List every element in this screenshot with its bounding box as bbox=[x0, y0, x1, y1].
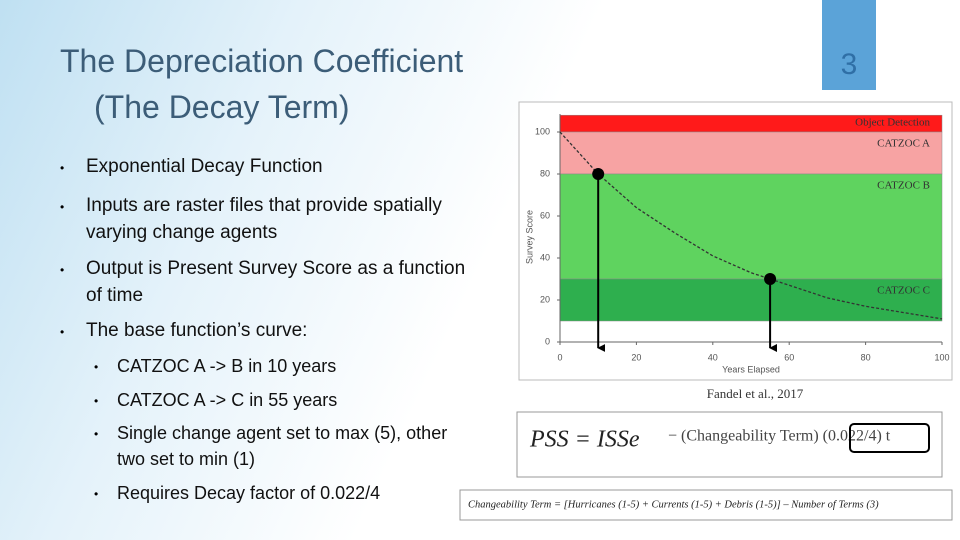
formula-box bbox=[516, 411, 943, 478]
marker-point bbox=[764, 273, 777, 285]
citation: Fandel et al., 2017 bbox=[707, 386, 804, 401]
y-axis-label: Survey Score bbox=[524, 210, 534, 264]
band-label: Object Detection bbox=[855, 117, 930, 129]
x-tick-label: 0 bbox=[557, 352, 562, 362]
page-number: 3 bbox=[840, 48, 858, 81]
bullet-dot: • bbox=[60, 325, 65, 339]
bullet-dot: • bbox=[94, 487, 99, 501]
y-tick-label: 0 bbox=[545, 336, 550, 346]
bullet: Exponential Decay Function bbox=[86, 156, 323, 177]
x-tick-label: 40 bbox=[708, 352, 718, 362]
title: (The Decay Term) bbox=[94, 89, 350, 125]
band bbox=[559, 278, 943, 322]
y-tick-label: 100 bbox=[535, 126, 550, 136]
y-tick-label: 60 bbox=[540, 210, 550, 220]
x-tick-label: 60 bbox=[784, 352, 794, 362]
bullet-dot: • bbox=[60, 263, 65, 277]
sub-bullet: Single change agent set to max (5), othe… bbox=[117, 423, 448, 469]
marker-point bbox=[592, 168, 605, 180]
bullet-dot: • bbox=[94, 360, 99, 374]
sub-bullet: CATZOC A -> C in 55 years bbox=[117, 390, 338, 410]
band bbox=[559, 131, 943, 175]
sub-bullet: Requires Decay factor of 0.022/4 bbox=[117, 483, 381, 503]
band-label: CATZOC B bbox=[877, 180, 930, 192]
formula-exponent: − (Changeability Term) (0.022/4) t bbox=[668, 428, 891, 445]
definition: Changeability Term = [Hurricanes (1-5) +… bbox=[468, 499, 879, 510]
bullet-dot: • bbox=[60, 161, 65, 175]
x-tick-label: 80 bbox=[861, 352, 871, 362]
x-axis-label: Years Elapsed bbox=[722, 364, 780, 374]
y-tick-label: 80 bbox=[540, 168, 550, 178]
bullet: The base function’s curve: bbox=[86, 320, 308, 341]
band bbox=[559, 173, 943, 280]
bullet: Output is Present Survey Score as a func… bbox=[86, 258, 466, 306]
y-tick-label: 40 bbox=[540, 252, 550, 262]
definition-box bbox=[459, 489, 953, 521]
bullet: Inputs are raster files that provide spa… bbox=[86, 195, 442, 243]
bullet-dot: • bbox=[94, 394, 99, 408]
highlight-box bbox=[849, 423, 930, 453]
title: The Depreciation Coefficient bbox=[60, 43, 464, 79]
band-label: CATZOC C bbox=[877, 285, 930, 297]
x-tick-label: 100 bbox=[934, 352, 949, 362]
page-number-box bbox=[822, 0, 876, 90]
sub-bullet: CATZOC A -> B in 10 years bbox=[117, 356, 337, 376]
bullet-dot: • bbox=[94, 427, 99, 441]
band-label: CATZOC A bbox=[877, 138, 930, 150]
decay-curve bbox=[559, 131, 943, 320]
x-tick-label: 20 bbox=[631, 352, 641, 362]
formula-lhs: PSS = ISSe bbox=[529, 427, 640, 453]
y-tick-label: 20 bbox=[540, 294, 550, 304]
bullet-dot: • bbox=[60, 200, 65, 214]
